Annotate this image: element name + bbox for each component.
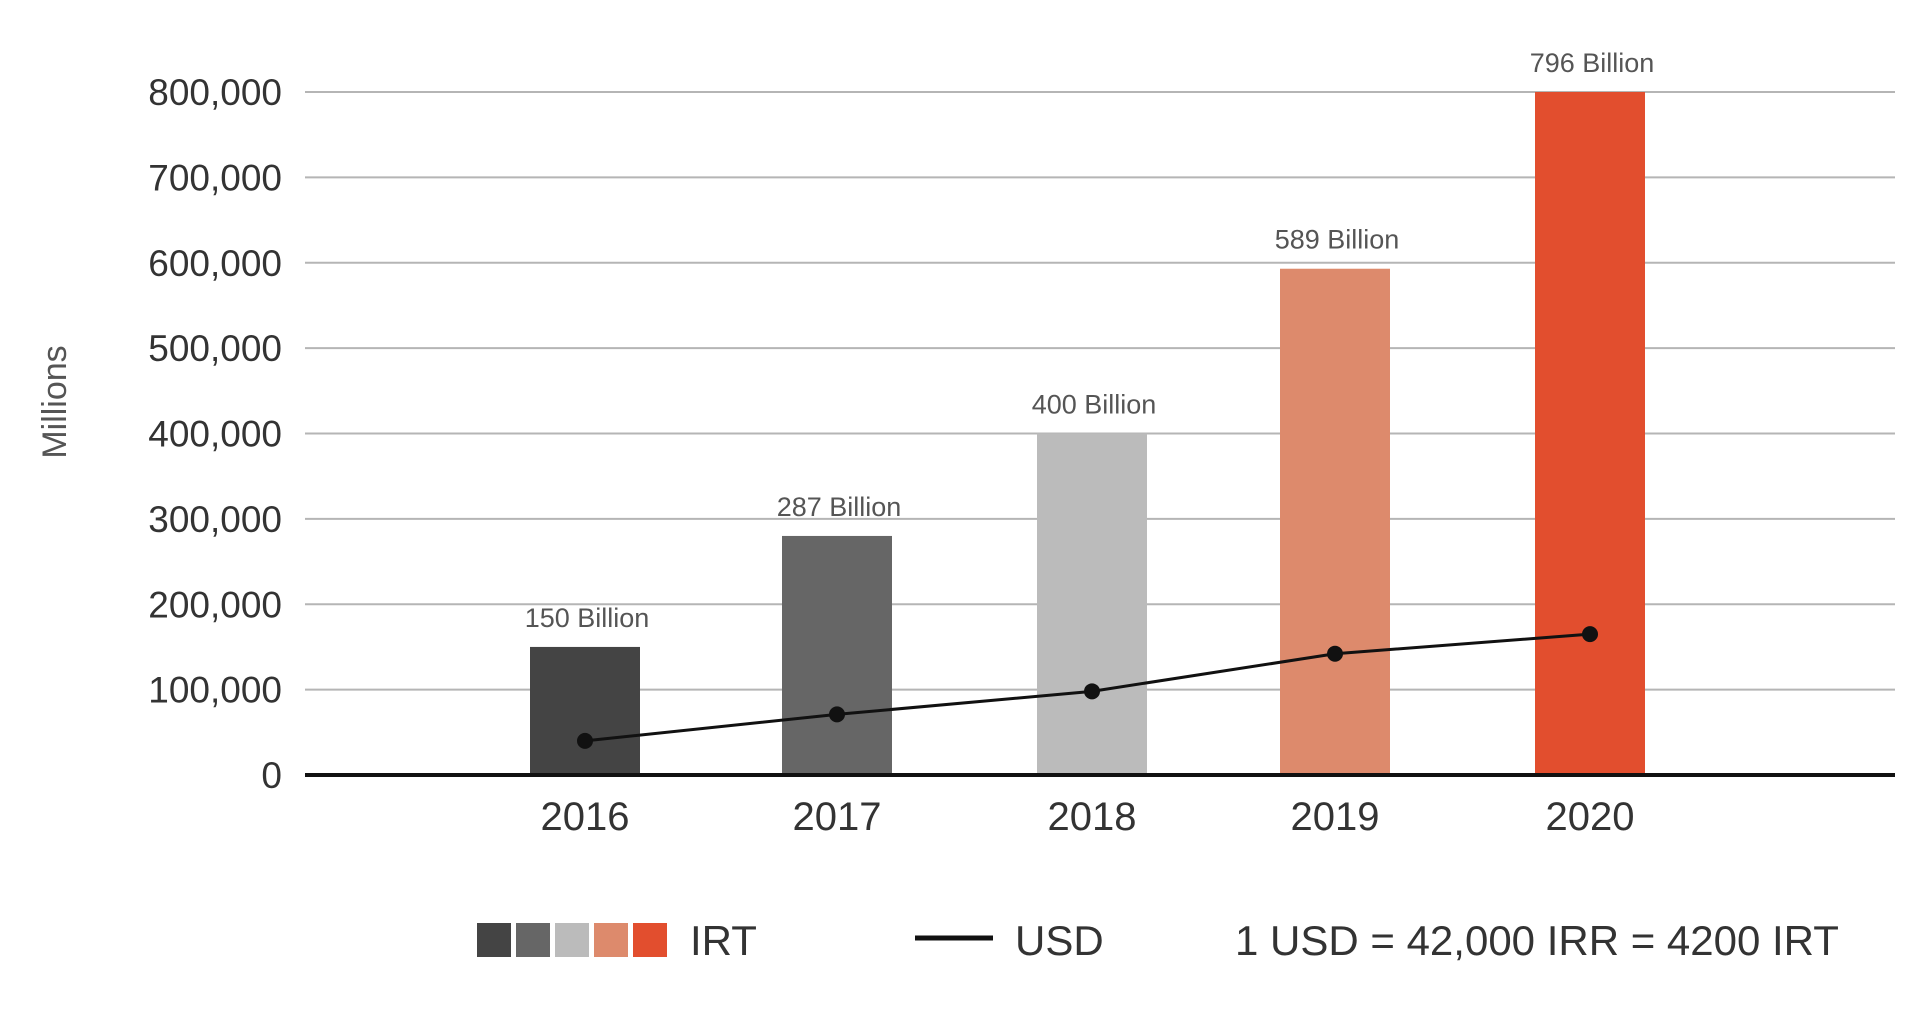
usd-line-series [577,626,1598,749]
bar-2020 [1535,92,1645,775]
y-tick-label: 500,000 [148,328,282,369]
x-tick-label: 2018 [1048,795,1137,839]
x-tick-label: 2017 [793,795,882,839]
bars [530,92,1645,775]
bar-data-label: 796 Billion [1530,48,1655,78]
legend-conversion-note: 1 USD = 42,000 IRR = 4200 IRT [1235,917,1839,964]
legend-usd-label: USD [1015,917,1104,964]
bar-2019 [1280,268,1390,775]
bar-data-label: 150 Billion [525,603,650,633]
y-tick-label: 700,000 [148,157,282,198]
usd-point-2018 [1084,683,1100,700]
data-labels: 150 Billion 287 Billion 400 Billion 589 Bil… [525,48,1655,633]
y-tick-label: 600,000 [148,243,282,284]
legend-swatch [555,923,589,957]
bar-2016 [530,646,640,775]
usd-point-2019 [1327,645,1343,662]
y-tick-label: 0 [261,755,282,796]
legend-swatch [594,923,628,957]
x-axis-ticks: 2016 2017 2018 2019 2020 [541,795,1635,839]
x-tick-label: 2019 [1291,795,1380,839]
bar-data-label: 400 Billion [1032,390,1157,420]
bar-2017 [782,535,892,775]
y-tick-label: 300,000 [148,499,282,540]
bar-data-label: 287 Billion [777,492,902,522]
y-tick-label: 200,000 [148,584,282,625]
x-tick-label: 2020 [1546,795,1635,839]
usd-point-2020 [1582,626,1598,643]
legend-swatch [633,923,667,957]
legend-irt-swatches [477,923,667,957]
legend-swatch [516,923,550,957]
bar-2018 [1037,433,1147,775]
x-tick-label: 2016 [541,795,630,839]
y-tick-label: 100,000 [148,670,282,711]
y-tick-label: 800,000 [148,72,282,113]
legend: IRT USD 1 USD = 42,000 IRR = 4200 IRT [477,917,1839,964]
y-tick-label: 400,000 [148,414,282,455]
y-axis-title: Millions [36,345,74,458]
legend-swatch [477,923,511,957]
usd-point-2016 [577,732,593,749]
legend-irt-label: IRT [690,917,757,964]
y-axis-ticks: 0 100,000 200,000 300,000 400,000 500,000 600,… [148,72,282,796]
bar-data-label: 589 Billion [1275,225,1400,255]
usd-point-2017 [829,706,845,723]
